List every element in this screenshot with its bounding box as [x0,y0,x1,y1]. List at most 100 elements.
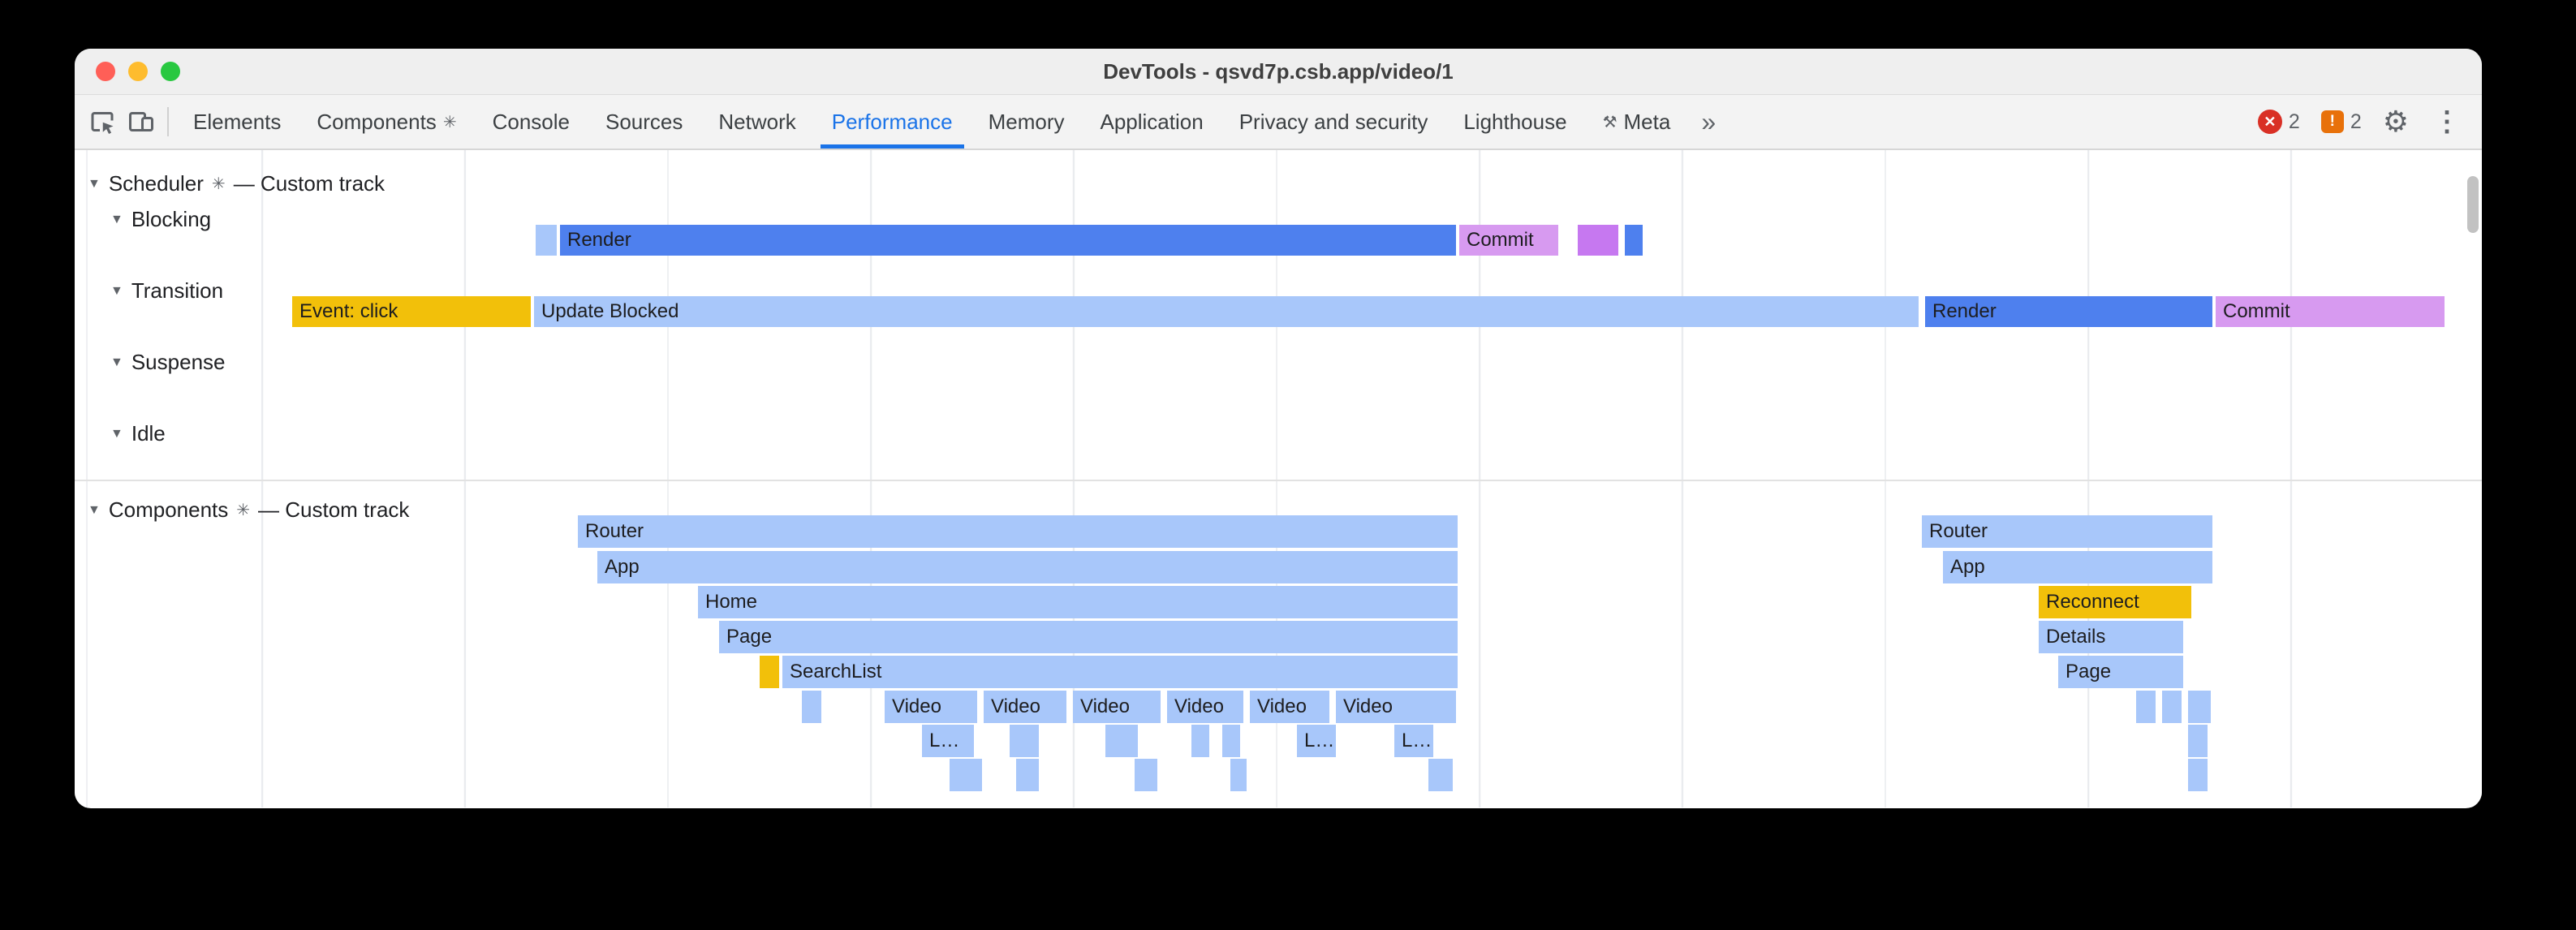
settings-button[interactable]: ⚙ [2382,105,2409,138]
lane-transition[interactable]: ▼ Transition [110,278,223,304]
flame-bar-l[interactable]: L… [922,725,974,757]
lane-idle[interactable]: ▼ Idle [110,421,166,446]
flame-bar[interactable] [1428,759,1453,791]
disclosure-triangle-icon: ▼ [88,176,101,191]
flame-bar-page[interactable]: Page [719,621,1458,653]
flame-bar-label: L… [1304,730,1335,751]
device-toolbar-icon [129,112,153,131]
components-track-suffix: — Custom track [258,497,410,522]
flame-bar-commit[interactable]: Commit [2216,296,2445,327]
flame-bar-video[interactable]: Video [1250,691,1329,723]
flame-bar-update-blocked[interactable]: Update Blocked [534,296,1919,327]
disclosure-triangle-icon: ▼ [88,502,101,517]
flame-bar-app[interactable]: App [597,551,1458,583]
flame-bar-router[interactable]: Router [1922,515,2212,548]
flame-bar[interactable] [1016,759,1039,791]
flame-bar[interactable] [1578,225,1618,256]
flame-bar[interactable] [1105,725,1138,757]
flame-bar[interactable] [802,691,821,723]
tab-performance[interactable]: Performance [814,95,971,149]
tab-elements[interactable]: Elements [175,95,299,149]
lane-label: Suspense [131,350,226,374]
flame-bar-label: Video [991,695,1040,717]
inspect-element-button[interactable] [83,101,122,143]
flame-bar-label: SearchList [790,661,882,682]
flame-bar[interactable] [760,656,779,688]
vertical-scrollbar-thumb[interactable] [2467,176,2479,233]
tab-components[interactable]: Components ✳ [299,95,474,149]
flame-bar-home[interactable]: Home [698,586,1458,618]
tab-label: Memory [988,109,1065,134]
flame-bar-video[interactable]: Video [1167,691,1243,723]
react-logo-icon: ✳ [211,175,226,193]
flame-bar-label: Render [567,229,631,251]
flame-bar[interactable] [536,225,557,256]
device-toolbar-button[interactable] [122,101,161,143]
flame-bar-label: Page [726,626,773,648]
tab-privacy-and-security[interactable]: Privacy and security [1221,95,1446,149]
wrench-icon: ⚒ [1602,113,1618,131]
error-icon: ✕ [2257,110,2282,134]
tab-lighthouse[interactable]: Lighthouse [1445,95,1584,149]
error-count: 2 [2288,110,2300,133]
zoom-button[interactable] [161,62,180,81]
lane-label: Idle [131,421,166,446]
flame-bar-render[interactable]: Render [1925,296,2212,327]
flame-bar-searchlist[interactable]: SearchList [782,656,1458,688]
tab-console[interactable]: Console [475,95,588,149]
tab-memory[interactable]: Memory [971,95,1083,149]
lane-suspense[interactable]: ▼ Suspense [110,350,226,375]
flame-bar-l[interactable]: L… [1394,725,1433,757]
tab-network[interactable]: Network [700,95,813,149]
flame-bar-video[interactable]: Video [1073,691,1161,723]
flame-bar[interactable] [2188,725,2208,757]
flame-bar-label: Video [1174,695,1224,717]
flame-bar[interactable] [1010,725,1039,757]
flame-bar[interactable] [2188,691,2211,723]
flame-bar-video[interactable]: Video [885,691,977,723]
more-options-button[interactable]: ⋮ [2433,106,2461,137]
tab-label: Lighthouse [1463,109,1567,134]
scheduler-track-header[interactable]: ▼ Scheduler ✳ — Custom track [88,171,385,196]
lane-blocking[interactable]: ▼ Blocking [110,207,211,232]
minimize-button[interactable] [128,62,148,81]
flame-bar-reconnect[interactable]: Reconnect [2039,586,2191,618]
flame-bar[interactable] [1625,225,1643,256]
flame-bar[interactable] [2188,759,2208,791]
flame-bar-video[interactable]: Video [984,691,1066,723]
toolbar-separator [167,107,169,136]
performance-flame-chart: ▼ Scheduler ✳ — Custom track ▼ Blocking ▼ T… [75,150,2482,807]
flame-bar-commit[interactable]: Commit [1459,225,1558,256]
track-separator [75,480,2482,481]
error-count-badge[interactable]: ✕ 2 [2257,110,2300,134]
flame-bar-label: Commit [1467,229,1534,251]
flame-bar[interactable] [1230,759,1247,791]
flame-bar-label: L… [1402,730,1432,751]
tab-label: Elements [193,109,282,134]
inspect-icon [91,112,114,134]
flame-bar-page[interactable]: Page [2058,656,2183,688]
flame-bar[interactable] [2162,691,2182,723]
tab-application[interactable]: Application [1082,95,1221,149]
tab-label: Network [718,109,796,134]
close-button[interactable] [96,62,115,81]
flame-bar-render[interactable]: Render [560,225,1456,256]
components-track-header[interactable]: ▼ Components ✳ — Custom track [88,497,409,523]
flame-bar-l[interactable]: L… [1297,725,1336,757]
flame-bar-details[interactable]: Details [2039,621,2183,653]
flame-bar[interactable] [1135,759,1157,791]
flame-bar-router[interactable]: Router [578,515,1458,548]
flame-bar-event-click[interactable]: Event: click [292,296,531,327]
warning-count: 2 [2350,110,2362,133]
flame-bar[interactable] [950,759,982,791]
flame-bar[interactable] [1191,725,1209,757]
warning-count-badge[interactable]: ! 2 [2320,110,2362,134]
devtools-window: DevTools - qsvd7p.csb.app/video/1 Elemen… [75,49,2482,808]
flame-bar-app[interactable]: App [1943,551,2212,583]
flame-bar[interactable] [1222,725,1240,757]
flame-bar[interactable] [2136,691,2156,723]
flame-bar-video[interactable]: Video [1336,691,1456,723]
more-tabs-button[interactable]: » [1701,106,1717,136]
tab-sources[interactable]: Sources [588,95,700,149]
tab-meta[interactable]: ⚒ Meta [1585,95,1689,149]
